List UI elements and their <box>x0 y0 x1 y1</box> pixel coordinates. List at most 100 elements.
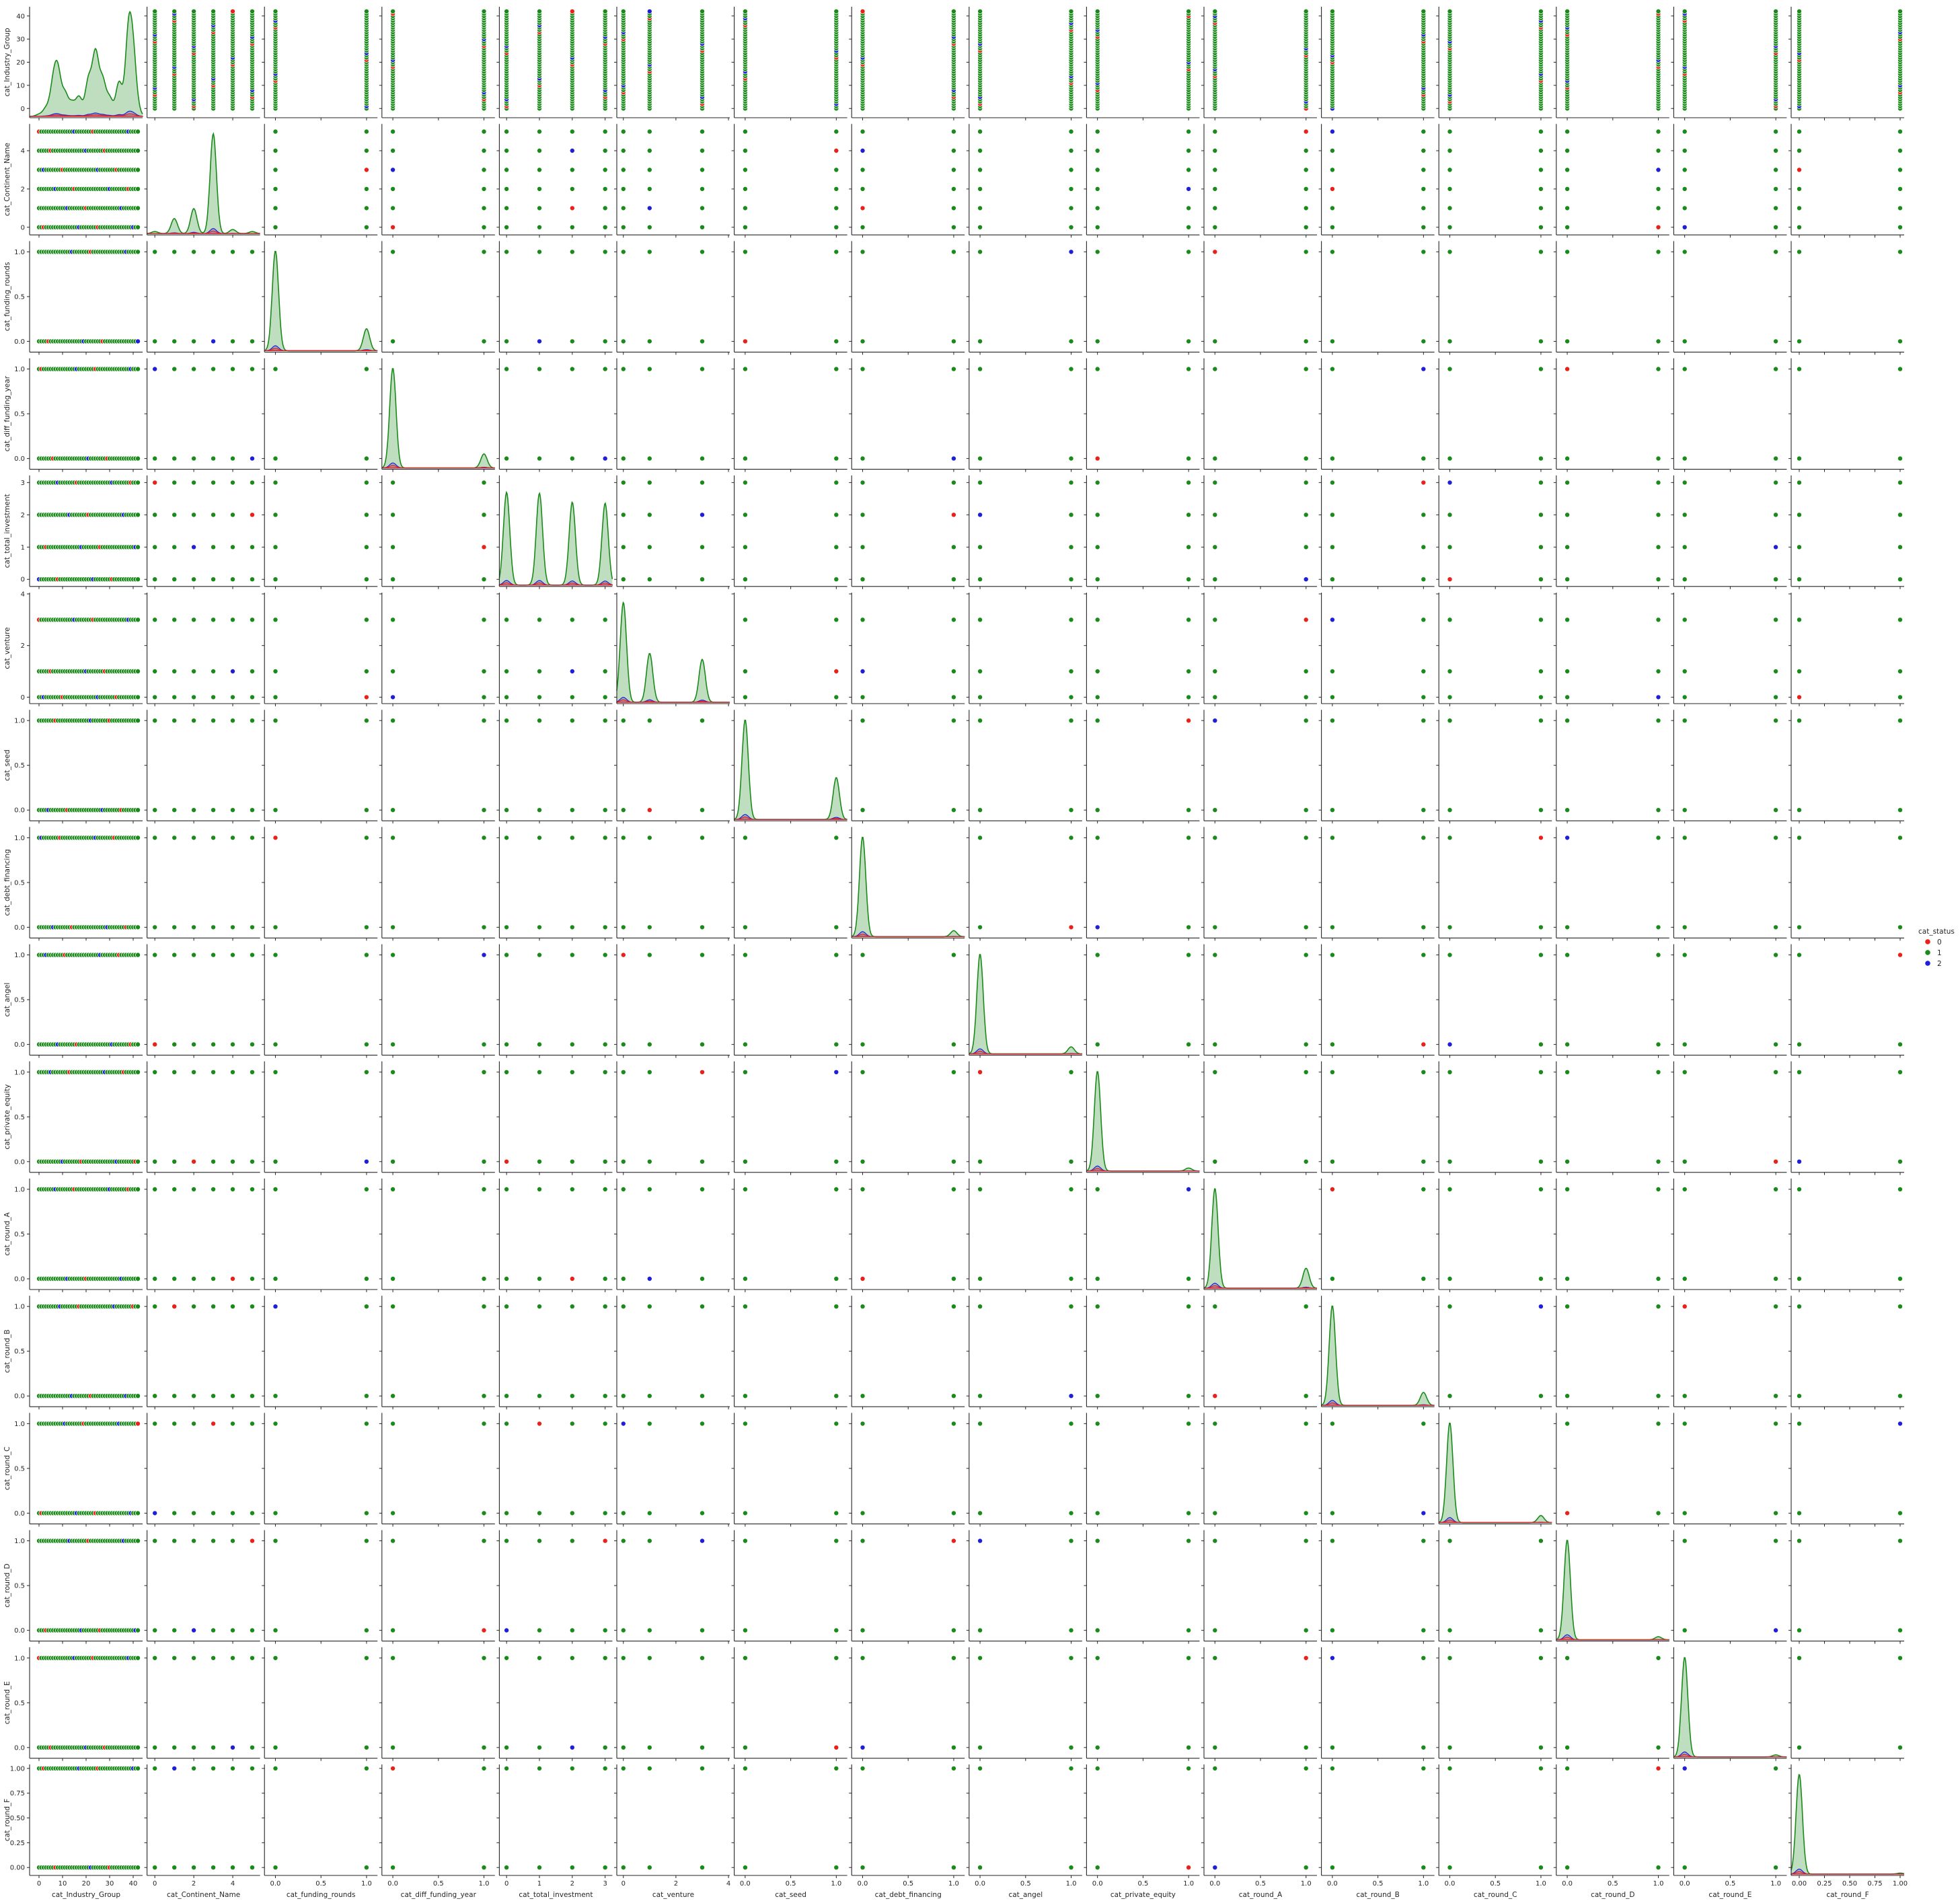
point <box>742 205 748 211</box>
y-tick-label: 2 <box>21 186 25 193</box>
point <box>1682 617 1688 623</box>
point <box>620 512 626 518</box>
panel-cat_diff_funding_year-vs-cat_debt_financing <box>849 358 965 472</box>
point <box>172 924 178 930</box>
point <box>211 512 217 518</box>
point <box>1212 576 1218 583</box>
point <box>1773 576 1779 583</box>
y-tick-label: 1.0 <box>14 718 25 725</box>
point <box>620 8 626 14</box>
point <box>1303 952 1309 958</box>
point <box>620 1158 626 1164</box>
point <box>1094 8 1100 14</box>
point <box>272 1158 278 1164</box>
point <box>229 338 235 344</box>
point <box>950 366 956 372</box>
point <box>1421 807 1427 813</box>
point <box>390 835 396 841</box>
point <box>1186 8 1192 14</box>
point <box>1655 8 1661 14</box>
point <box>537 924 543 930</box>
point <box>135 205 141 211</box>
point <box>1796 952 1802 958</box>
panel-cat_Continent_Name-vs-cat_Continent_Name <box>144 124 260 238</box>
point <box>135 952 141 958</box>
point <box>1565 147 1571 153</box>
point <box>390 480 396 486</box>
kde-line-cat_Industry_Group-status-1 <box>29 10 143 117</box>
point <box>504 1158 510 1164</box>
point <box>1538 167 1544 173</box>
point <box>620 455 626 461</box>
point <box>833 576 839 583</box>
point <box>172 366 178 372</box>
point <box>1421 576 1427 583</box>
point <box>977 249 983 255</box>
panel-cat_total_investment-vs-cat_round_F <box>1788 475 1904 589</box>
point <box>1068 807 1074 813</box>
y-tick-label: 0.0 <box>14 807 25 815</box>
point <box>1186 480 1192 486</box>
point <box>191 1158 197 1164</box>
kde-line-cat_diff_funding_year-status-1 <box>381 368 495 469</box>
point <box>1421 924 1427 930</box>
point <box>363 186 369 192</box>
y-tick-label: 0.5 <box>14 411 25 418</box>
point <box>860 952 866 958</box>
point <box>602 1158 608 1164</box>
point <box>1447 694 1453 700</box>
point <box>191 544 197 550</box>
point <box>249 576 255 583</box>
point <box>1655 186 1661 192</box>
point <box>1796 167 1802 173</box>
point <box>1421 694 1427 700</box>
panel-cat_funding_rounds-vs-cat_angel <box>966 241 1082 355</box>
point <box>1796 249 1802 255</box>
point <box>481 835 487 841</box>
point <box>1068 455 1074 461</box>
point <box>1565 455 1571 461</box>
point <box>1329 807 1335 813</box>
y-tick-label: 30 <box>16 36 25 44</box>
point <box>1186 512 1192 518</box>
point <box>191 576 197 583</box>
y-tick-label: 0.0 <box>14 338 25 346</box>
y-axis-label-cat_angel: cat_angel <box>3 983 11 1017</box>
point <box>363 669 369 675</box>
point <box>569 366 575 372</box>
point <box>1773 224 1779 230</box>
point <box>537 718 543 724</box>
point <box>1565 718 1571 724</box>
point <box>1094 718 1100 724</box>
point <box>1303 224 1309 230</box>
point <box>569 8 575 14</box>
point <box>229 835 235 841</box>
panel-cat_debt_financing-vs-cat_Continent_Name <box>144 827 260 941</box>
point <box>646 366 652 372</box>
point <box>504 1041 510 1047</box>
point <box>977 576 983 583</box>
point <box>950 544 956 550</box>
point <box>211 1041 217 1047</box>
point <box>363 544 369 550</box>
point <box>1094 366 1100 372</box>
point <box>1655 455 1661 461</box>
point <box>229 366 235 372</box>
point <box>1655 617 1661 623</box>
point <box>1773 8 1779 14</box>
point <box>977 512 983 518</box>
point <box>860 8 866 14</box>
point <box>537 617 543 623</box>
point <box>1212 147 1218 153</box>
point <box>833 128 839 135</box>
point <box>1212 669 1218 675</box>
point <box>1212 924 1218 930</box>
panel-cat_funding_rounds-vs-cat_Continent_Name <box>144 241 260 355</box>
panel-cat_venture-vs-cat_round_F <box>1788 593 1904 706</box>
point <box>1421 205 1427 211</box>
panel-cat_Continent_Name-vs-cat_round_A <box>1201 124 1317 238</box>
point <box>1682 249 1688 255</box>
point <box>537 1158 543 1164</box>
point <box>1212 544 1218 550</box>
y-tick-label: 1.0 <box>14 249 25 256</box>
